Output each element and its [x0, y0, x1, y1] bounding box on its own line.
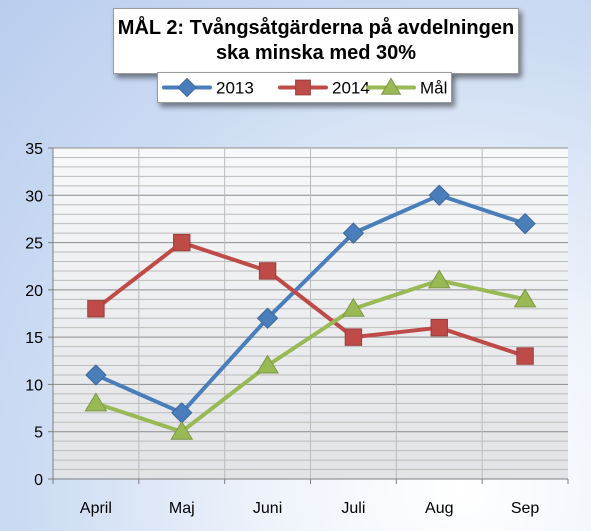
legend-label: 2013 [216, 79, 254, 98]
y-tick-label: 35 [25, 141, 43, 158]
series-2013 [85, 184, 536, 424]
data-point [87, 300, 105, 318]
x-tick-label: Aug [425, 500, 453, 517]
tick-labels: 0 5 10 15 20 25 30 35 April Maj Juni Juli Aug Sep [25, 141, 539, 517]
data-point [344, 328, 363, 346]
legend-marker [177, 77, 197, 98]
legend-marker [295, 79, 311, 96]
data-point [342, 297, 365, 317]
y-tick-label: 20 [25, 283, 43, 300]
data-point [513, 288, 537, 308]
x-tick-label: Juni [253, 500, 282, 517]
data-point [514, 212, 536, 235]
chart-title: MÅL 2: Tvångsåtgärderna på avdelningen s… [117, 17, 515, 64]
legend-label: Mål [420, 79, 447, 98]
legend-label: 2014 [332, 79, 370, 98]
data-point [258, 262, 277, 280]
axes [48, 147, 569, 484]
x-tick-label: Maj [169, 500, 195, 517]
data-point [173, 233, 191, 252]
series-line [93, 240, 528, 359]
data-point [256, 307, 279, 329]
x-tick-label: Sep [511, 500, 540, 517]
x-tick-label: Juli [341, 500, 365, 517]
series-line [93, 278, 528, 434]
data-point [516, 347, 534, 365]
legend-entry: Mål [366, 77, 447, 98]
data-point [428, 184, 450, 206]
series-2014 [87, 233, 534, 365]
data-point [85, 364, 107, 386]
data-point [427, 269, 451, 289]
y-tick-label: 15 [25, 330, 43, 347]
y-tick-label: 10 [25, 377, 43, 394]
legend: 2013 2014 Mål [157, 72, 452, 103]
data-point [256, 354, 279, 374]
series-line [93, 193, 528, 415]
legend-marker [380, 77, 402, 95]
y-tick-label: 0 [34, 472, 43, 489]
y-tick-label: 30 [25, 188, 43, 205]
legend-entry: 2014 [278, 79, 370, 98]
x-tick-label: April [80, 500, 112, 517]
y-tick-label: 5 [34, 425, 43, 442]
legend-entry: 2013 [162, 77, 254, 98]
data-point [342, 222, 365, 244]
series-m-l [84, 269, 537, 440]
data-point [170, 420, 194, 440]
series-layer [84, 184, 537, 440]
legend-graphics: 2013 2014 Mål [162, 77, 447, 98]
y-tick-label: 25 [25, 236, 43, 253]
chart-title-box: MÅL 2: Tvångsåtgärderna på avdelningen s… [113, 8, 519, 74]
data-point [430, 318, 448, 337]
data-point [84, 392, 108, 412]
